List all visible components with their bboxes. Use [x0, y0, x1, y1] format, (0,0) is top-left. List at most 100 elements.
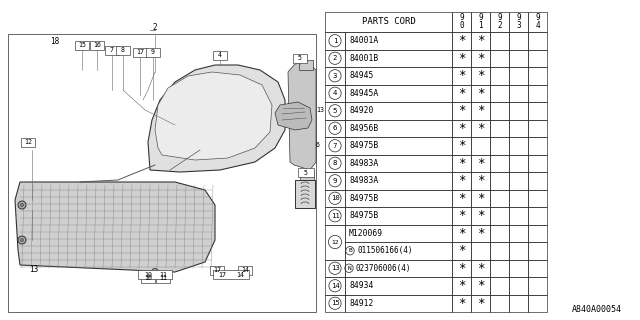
- Text: 3: 3: [516, 21, 521, 30]
- Text: *: *: [458, 279, 465, 292]
- Text: *: *: [458, 69, 465, 82]
- Text: *: *: [458, 174, 465, 187]
- Bar: [490, 137, 509, 155]
- Text: *: *: [458, 209, 465, 222]
- Bar: [156, 274, 170, 283]
- Bar: [509, 207, 528, 225]
- Bar: [528, 260, 547, 277]
- Text: 9: 9: [497, 12, 502, 21]
- Bar: [210, 266, 224, 275]
- Text: 8: 8: [121, 47, 125, 53]
- Text: 011506166(4): 011506166(4): [357, 246, 413, 255]
- Bar: [345, 260, 452, 277]
- Text: 17: 17: [136, 49, 144, 55]
- Bar: [509, 260, 528, 277]
- Text: 2: 2: [333, 55, 337, 61]
- Text: 16: 16: [93, 42, 101, 48]
- Bar: [345, 32, 452, 50]
- Text: 17: 17: [218, 272, 226, 278]
- Text: 9: 9: [333, 178, 337, 184]
- Bar: [471, 119, 490, 137]
- Text: 84912: 84912: [349, 299, 373, 308]
- Text: 8: 8: [333, 160, 337, 166]
- Bar: [471, 207, 490, 225]
- Bar: [471, 294, 490, 312]
- Bar: [509, 12, 528, 32]
- Bar: [509, 137, 528, 155]
- Text: 2: 2: [497, 21, 502, 30]
- Bar: [509, 242, 528, 260]
- Bar: [528, 172, 547, 189]
- Bar: [509, 294, 528, 312]
- Text: *: *: [477, 122, 484, 135]
- Bar: [528, 67, 547, 84]
- Polygon shape: [288, 62, 316, 170]
- Bar: [471, 225, 490, 242]
- Text: 6: 6: [316, 142, 320, 148]
- Polygon shape: [275, 102, 312, 130]
- Text: *: *: [458, 87, 465, 100]
- Bar: [528, 225, 547, 242]
- Bar: [528, 102, 547, 119]
- Circle shape: [152, 268, 159, 276]
- Text: *: *: [458, 34, 465, 47]
- Text: M120069: M120069: [349, 229, 383, 238]
- Text: *: *: [458, 157, 465, 170]
- Bar: [295, 180, 315, 208]
- Text: 11: 11: [331, 213, 339, 219]
- Text: *: *: [477, 34, 484, 47]
- Bar: [452, 225, 471, 242]
- Text: 12: 12: [24, 139, 32, 145]
- Text: 9: 9: [535, 12, 540, 21]
- Text: 1: 1: [333, 38, 337, 44]
- Bar: [452, 32, 471, 50]
- Text: 84956B: 84956B: [349, 124, 378, 133]
- Polygon shape: [15, 182, 215, 272]
- Bar: [490, 277, 509, 294]
- Text: 1: 1: [478, 21, 483, 30]
- Bar: [509, 32, 528, 50]
- Bar: [300, 170, 314, 180]
- Bar: [528, 119, 547, 137]
- Bar: [345, 189, 452, 207]
- Bar: [452, 172, 471, 189]
- Bar: [528, 12, 547, 32]
- Bar: [509, 84, 528, 102]
- Bar: [325, 260, 345, 277]
- Text: *: *: [458, 262, 465, 275]
- Bar: [471, 277, 490, 294]
- Bar: [528, 50, 547, 67]
- Bar: [299, 60, 313, 70]
- Text: 4: 4: [333, 90, 337, 96]
- Bar: [452, 260, 471, 277]
- Text: 3: 3: [333, 73, 337, 79]
- Text: 6: 6: [333, 125, 337, 131]
- Polygon shape: [155, 72, 272, 160]
- Text: *: *: [477, 279, 484, 292]
- Text: 84001B: 84001B: [349, 54, 378, 63]
- Bar: [509, 172, 528, 189]
- Bar: [490, 172, 509, 189]
- Bar: [490, 225, 509, 242]
- Bar: [452, 67, 471, 84]
- Bar: [490, 207, 509, 225]
- Text: 9: 9: [478, 12, 483, 21]
- Circle shape: [18, 201, 26, 209]
- Bar: [528, 242, 547, 260]
- Bar: [528, 84, 547, 102]
- Text: 14: 14: [331, 283, 339, 289]
- Text: 84001A: 84001A: [349, 36, 378, 45]
- Bar: [490, 242, 509, 260]
- Bar: [452, 137, 471, 155]
- Bar: [293, 53, 307, 62]
- Bar: [490, 155, 509, 172]
- Text: 17: 17: [213, 267, 221, 273]
- Bar: [509, 155, 528, 172]
- Bar: [490, 32, 509, 50]
- Text: 84945: 84945: [349, 71, 373, 80]
- Text: *: *: [477, 297, 484, 310]
- Bar: [345, 155, 452, 172]
- Bar: [490, 189, 509, 207]
- Bar: [105, 45, 119, 54]
- Text: 84934: 84934: [349, 281, 373, 290]
